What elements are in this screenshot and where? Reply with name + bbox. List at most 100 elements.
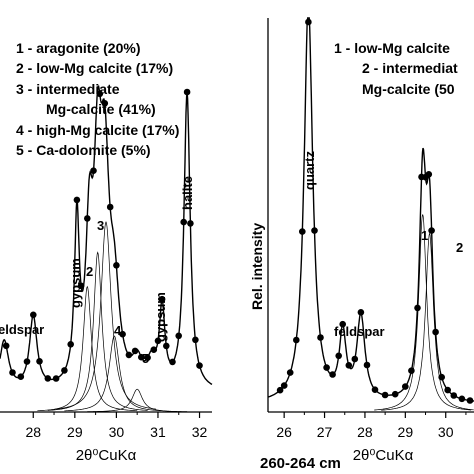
left-data-point (150, 346, 158, 354)
left-data-point (196, 362, 203, 369)
left-fit-curve (0, 85, 213, 386)
right-annotations: quartz feldspar 1 2 (302, 151, 463, 340)
left-data-point (17, 373, 25, 381)
left-annotations: eldspar gypsum 2 3 4 5 gypsum halite (0, 176, 195, 366)
right-data-point (323, 364, 330, 371)
left-data-point (44, 375, 52, 382)
left-component-curve (47, 251, 148, 411)
left-data-point (61, 367, 68, 374)
left-data-point (23, 358, 31, 365)
right-data-point (280, 382, 288, 389)
right-annot-feldspar: feldspar (334, 324, 385, 339)
left-legend: 1 - aragonite (20%) 2 - low-Mg calcite (… (16, 40, 179, 158)
left-annot-peak-5: 5 (142, 351, 149, 366)
left-data-point (2, 342, 10, 350)
right-data-points (276, 18, 474, 404)
right-data-point (381, 391, 389, 399)
left-data-point (84, 215, 91, 222)
left-data-points (2, 88, 203, 382)
left-data-point (36, 358, 43, 365)
right-data-point (458, 395, 466, 403)
right-data-point (438, 373, 446, 381)
left-data-point (113, 262, 120, 269)
right-data-point (351, 355, 359, 363)
left-data-point (90, 167, 97, 174)
right-legend-item-1: 1 - low-Mg calcite (334, 40, 450, 56)
left-data-point (73, 196, 81, 204)
left-annot-peak-4: 4 (114, 323, 122, 338)
right-data-point (402, 383, 409, 390)
left-data-point (144, 354, 151, 362)
right-data-point (311, 227, 318, 234)
right-data-point (408, 367, 415, 375)
right-data-point (339, 320, 347, 328)
left-legend-item-2: 2 - low-Mg calcite (17%) (16, 60, 173, 76)
left-annot-peak-3: 3 (97, 218, 104, 233)
left-data-point (77, 282, 85, 290)
left-data-point (52, 375, 60, 382)
right-x-tick-label: 27 (317, 424, 333, 440)
left-data-point (125, 351, 133, 359)
left-data-point (158, 295, 166, 303)
left-data-point (154, 337, 162, 345)
left-data-point (106, 203, 114, 211)
right-legend-item-2: 2 - intermediat (362, 60, 458, 76)
right-annot-quartz: quartz (302, 151, 317, 191)
right-y-axis-label: Rel. intensity (249, 223, 265, 310)
right-data-point (363, 361, 371, 369)
left-annot-gypsum-2: gypsum (153, 292, 168, 342)
left-data-point (183, 88, 191, 96)
right-legend-item-2b: Mg-calcite (50 (362, 81, 455, 97)
right-data-point (345, 362, 353, 369)
left-data-point (175, 332, 182, 340)
right-x-tick-label: 30 (438, 424, 454, 440)
left-data-point (163, 342, 170, 350)
right-data-point (414, 304, 421, 312)
left-data-point (96, 90, 104, 98)
right-data-point (305, 18, 312, 26)
left-panel: 1 - aragonite (20%) 2 - low-Mg calcite (… (0, 40, 213, 464)
right-data-point (428, 227, 435, 234)
left-annot-feldspar: eldspar (0, 322, 44, 337)
left-data-point (169, 358, 176, 366)
right-component-curve (374, 214, 472, 411)
left-x-tick-label: 30 (109, 424, 125, 440)
right-x-tick-label: 28 (357, 424, 373, 440)
right-data-point (293, 336, 300, 344)
left-component-curves (37, 221, 188, 412)
right-data-point (299, 228, 306, 235)
left-component-curve (64, 335, 165, 412)
left-x-tick-label: 32 (192, 424, 208, 440)
left-data-point (67, 341, 74, 348)
right-data-point (276, 386, 284, 394)
right-data-point (444, 386, 452, 394)
right-data-point (357, 309, 365, 316)
left-component-curve (87, 388, 188, 412)
left-data-point (101, 100, 109, 107)
right-x-tick-label: 26 (276, 424, 292, 440)
right-data-point (317, 334, 324, 341)
left-annot-halite: halite (180, 176, 195, 210)
left-component-curve (56, 221, 156, 410)
right-annot-peak-1: 1 (421, 228, 428, 243)
left-data-point (119, 330, 126, 338)
left-x-ticks: 28 29 30 31 32 (25, 412, 208, 440)
right-legend: 1 - low-Mg calcite 2 - intermediat Mg-ca… (334, 40, 458, 97)
left-data-point (192, 336, 199, 344)
left-x-tick-label: 28 (25, 424, 41, 440)
right-component-curve (381, 232, 474, 411)
right-data-point (329, 371, 336, 378)
left-x-tick-label: 29 (67, 424, 83, 440)
right-annot-peak-2: 2 (456, 240, 463, 255)
left-legend-item-3b: Mg-calcite (41%) (46, 101, 156, 117)
left-data-point (30, 311, 37, 319)
right-data-point (450, 392, 458, 399)
left-x-tick-label: 31 (150, 424, 166, 440)
right-x-axis-label: 2θ⁰CuKα (353, 447, 414, 464)
right-caption: 260-264 cm (260, 455, 341, 472)
left-legend-item-5: 5 - Ca-dolomite (5%) (16, 142, 151, 158)
left-data-point (187, 220, 194, 227)
right-data-point (371, 386, 379, 394)
right-x-ticks: 26 27 28 29 30 (276, 412, 467, 440)
